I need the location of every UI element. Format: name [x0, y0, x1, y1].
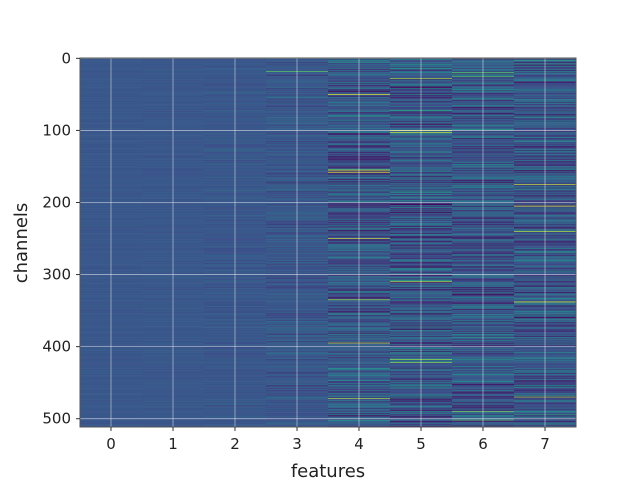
- x-ticks: 0 1 2 3 4 5 6 7: [106, 427, 550, 453]
- y-tick-label: 300: [42, 266, 71, 284]
- x-tick-label: 3: [292, 435, 302, 453]
- y-ticks: 0 100 200 300 400 500: [42, 49, 80, 428]
- x-tick-label: 6: [478, 435, 488, 453]
- x-tick-label: 7: [540, 435, 550, 453]
- grid-lines: [80, 57, 576, 427]
- x-tick-label: 1: [168, 435, 178, 453]
- heatmap-cells: [80, 58, 577, 428]
- x-axis-label: features: [291, 461, 365, 480]
- x-tick-label: 0: [106, 435, 116, 453]
- x-tick-label: 5: [416, 435, 426, 453]
- x-tick-label: 4: [354, 435, 364, 453]
- x-tick-label: 2: [230, 435, 240, 453]
- y-tick-label: 0: [61, 49, 71, 67]
- y-tick-label: 100: [42, 121, 71, 139]
- y-tick-label: 500: [42, 410, 71, 428]
- y-tick-label: 400: [42, 338, 71, 356]
- y-axis-label: channels: [11, 203, 32, 284]
- plot-frame: [79, 57, 577, 428]
- y-tick-label: 200: [42, 194, 71, 212]
